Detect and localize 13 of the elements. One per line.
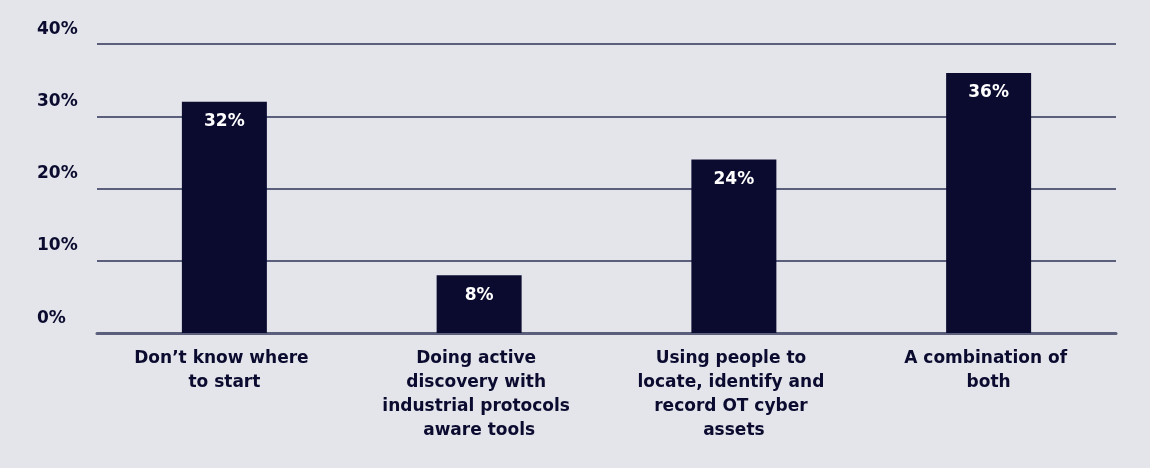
data-label: 32% <box>204 110 245 131</box>
y-tick-label: 40% <box>37 17 78 38</box>
y-tick-label: 30% <box>37 89 78 110</box>
x-tick-label: Doing active discovery with industrial protocols aware tools <box>382 347 576 439</box>
x-tick-label: Using people to locate, identify and record OT cyber assets <box>637 347 831 439</box>
y-tick-label: 20% <box>37 162 78 182</box>
x-tick-label: Don’t know where to start <box>134 347 315 391</box>
y-tick-label: 0% <box>37 306 66 327</box>
y-tick-label: 10% <box>37 234 78 255</box>
data-label: 8% <box>464 283 494 304</box>
data-label: 36% <box>968 81 1009 102</box>
x-tick-label: A combination of both <box>904 347 1074 391</box>
data-label: 24% <box>713 168 755 189</box>
